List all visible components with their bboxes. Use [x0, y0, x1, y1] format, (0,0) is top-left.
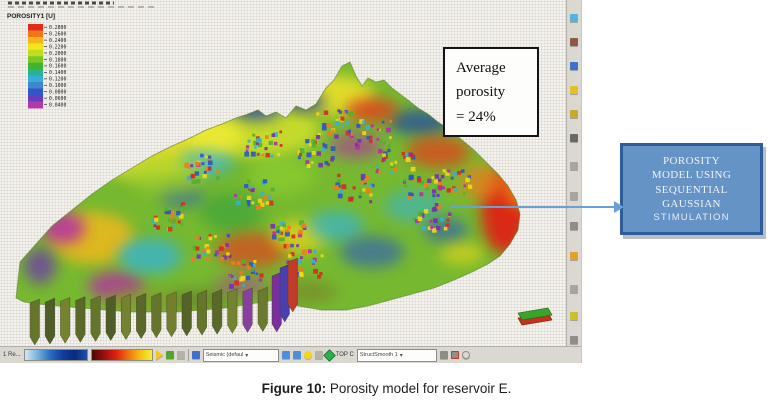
- right-toolbar-icon-6[interactable]: [570, 134, 578, 142]
- right-toolbar: [566, 0, 581, 346]
- svg-text:0.1400: 0.1400: [49, 70, 66, 76]
- caption-label: Figure 10:: [261, 381, 327, 396]
- blue-grid-icon[interactable]: [191, 351, 200, 359]
- circle-icon[interactable]: [461, 351, 470, 359]
- players-label: 1 Re...: [3, 352, 21, 358]
- porosity-model-3d-viewport[interactable]: [0, 0, 581, 363]
- callout-line: POROSITY: [663, 154, 720, 167]
- svg-text:0.0600: 0.0600: [49, 96, 66, 102]
- svg-text:0.0400: 0.0400: [49, 102, 66, 108]
- callout-line: STIMULATION: [653, 211, 730, 223]
- svg-text:0.1200: 0.1200: [49, 77, 66, 83]
- right-toolbar-icon-11[interactable]: [570, 285, 578, 293]
- gray-tool-icon[interactable]: [176, 351, 185, 359]
- svg-text:0.0800: 0.0800: [49, 90, 66, 96]
- scene-marker-object: [517, 307, 553, 326]
- svg-text:0.2600: 0.2600: [49, 31, 66, 37]
- callout-line: SEQUENTIAL: [655, 183, 728, 196]
- svg-text:0.2200: 0.2200: [49, 44, 66, 50]
- seismic-combo-value: Seismic (defaul: [205, 352, 244, 358]
- right-toolbar-icon-10[interactable]: [570, 252, 578, 260]
- callout-arrow: [450, 201, 624, 213]
- annotation-line: = 24%: [456, 108, 496, 125]
- right-toolbar-icon-5[interactable]: [570, 110, 578, 118]
- porosity-model-callout: POROSITY MODEL USING SEQUENTIAL GAUSSIAN…: [620, 143, 763, 235]
- average-porosity-annotation: Average porosity = 24%: [443, 47, 539, 137]
- svg-text:0.1600: 0.1600: [49, 64, 66, 70]
- seismic-template-combo[interactable]: Seismic (defaul ▾: [202, 348, 279, 362]
- chevron-down-icon-2: ▾: [399, 352, 403, 359]
- gray-tool-icon-2[interactable]: [314, 351, 323, 359]
- heat-colorbar: [90, 349, 153, 361]
- right-toolbar-icon-3[interactable]: [570, 62, 578, 70]
- porosity-legend: POROSITY1 [U] 0.28000.26000.24000.22000.…: [7, 1, 154, 109]
- smooth-combo-value: StructSmooth 1: [359, 352, 398, 358]
- bulb-icon[interactable]: [303, 351, 312, 359]
- legend-tick-labels: 0.28000.26000.24000.22000.20000.18000.16…: [44, 25, 66, 108]
- annotation-line: Average: [456, 60, 506, 76]
- svg-text:0.2400: 0.2400: [49, 38, 66, 44]
- struct-smooth-combo[interactable]: StructSmooth 1 ▾: [356, 348, 437, 362]
- blue-colorbar: [23, 349, 88, 361]
- right-toolbar-icon-12[interactable]: [570, 312, 578, 320]
- chevron-down-icon: ▾: [245, 352, 249, 359]
- callout-line: MODEL USING: [651, 169, 732, 182]
- svg-text:0.1000: 0.1000: [49, 83, 66, 89]
- grid-delete-icon[interactable]: [450, 351, 459, 359]
- folder-icon-2[interactable]: [292, 351, 301, 359]
- annotation-line: porosity: [456, 84, 506, 101]
- folder-icon[interactable]: [281, 351, 290, 359]
- legend-title: POROSITY1 [U]: [7, 13, 55, 20]
- caption-text: Porosity model for reservoir E.: [326, 381, 512, 396]
- legend-colorbar: [28, 24, 43, 109]
- bottom-toolbar: 1 Re... Seismic (defaul ▾ TOP C StructSm…: [0, 346, 581, 363]
- svg-text:0.2800: 0.2800: [49, 25, 66, 31]
- top-c-label: TOP C: [335, 352, 354, 358]
- right-toolbar-icon-13[interactable]: [570, 336, 578, 344]
- right-toolbar-icon-7[interactable]: [570, 162, 578, 170]
- svg-text:0.2000: 0.2000: [49, 51, 66, 57]
- figure-caption: Figure 10: Porosity model for reservoir …: [0, 381, 773, 396]
- play-icon[interactable]: [155, 350, 163, 360]
- green-grid-icon[interactable]: [165, 351, 174, 359]
- right-toolbar-icon-4[interactable]: [570, 86, 578, 94]
- right-toolbar-icon-8[interactable]: [570, 192, 578, 200]
- right-toolbar-icon-9[interactable]: [570, 222, 578, 230]
- svg-text:0.1800: 0.1800: [49, 57, 66, 63]
- callout-line: GAUSSIAN: [662, 198, 721, 211]
- horizon-marker-icon: [324, 350, 335, 360]
- right-toolbar-icon-2[interactable]: [570, 38, 578, 46]
- right-toolbar-icon-1[interactable]: [570, 14, 578, 22]
- grid-icon[interactable]: [439, 351, 448, 359]
- toolbar-separator: [187, 349, 189, 361]
- model-fence-slices: [29, 257, 298, 346]
